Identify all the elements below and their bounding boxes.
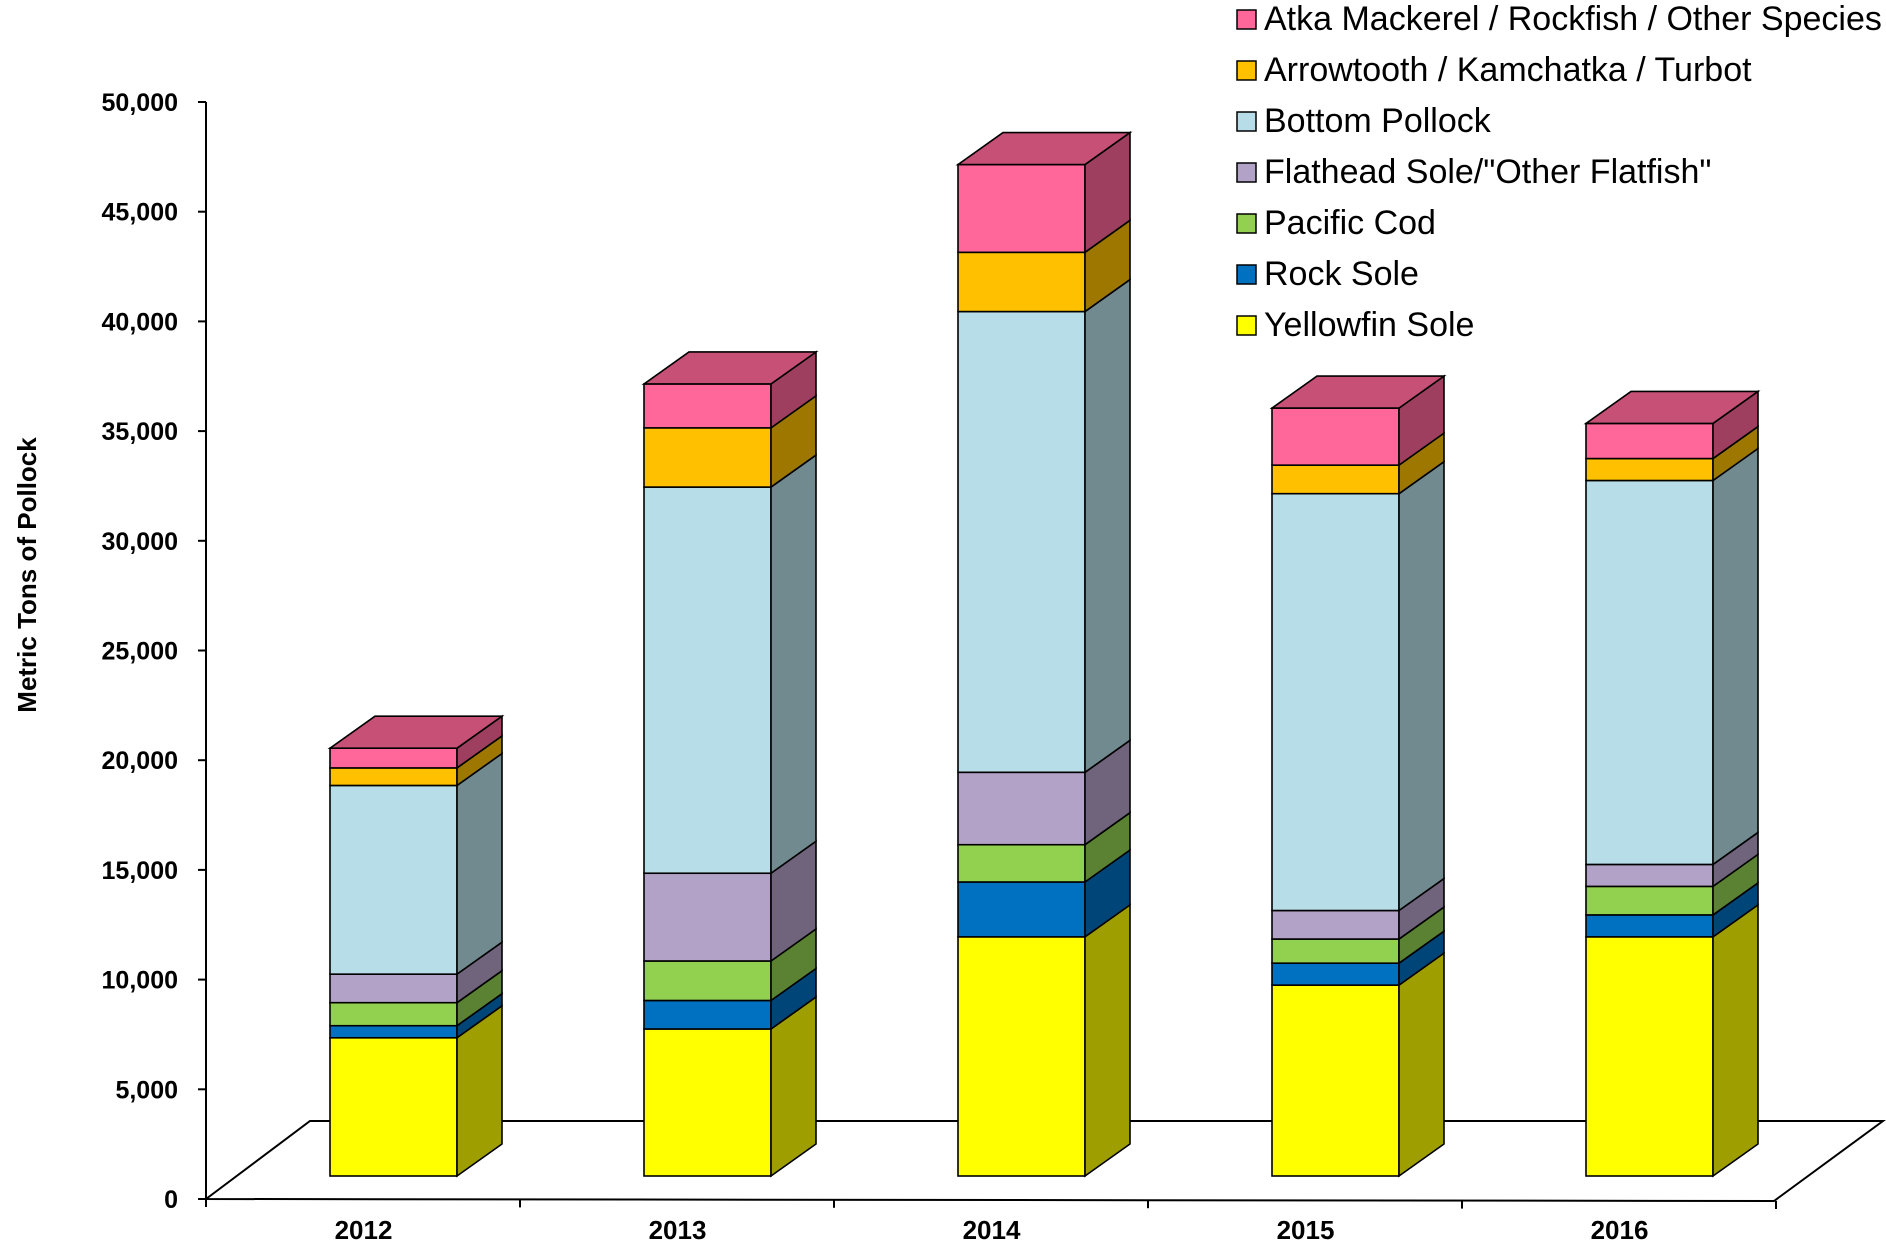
y-tick-label: 25,000 — [102, 638, 178, 666]
bar-segment-flathead-sole-other-flatfish-2016 — [1585, 863, 1714, 888]
y-tick-label: 15,000 — [102, 857, 178, 885]
bar-segment-arrowtooth-kamchatka-turbot-2015 — [1271, 464, 1400, 495]
bar-segment-yellowfin-sole-2013 — [643, 1028, 772, 1177]
bar-segment-pacific-cod-2014 — [957, 843, 1086, 883]
bar-segment-bottom-pollock-2013 — [643, 486, 772, 875]
bar-top-2012 — [327, 715, 505, 749]
y-tick-label: 50,000 — [102, 89, 178, 117]
bar-group-2012 — [327, 714, 505, 1178]
bar-top-2013 — [641, 351, 819, 385]
y-tick-label: 40,000 — [102, 308, 178, 336]
legend-swatch — [1236, 162, 1257, 183]
legend-item-pacific-cod: Pacific Cod — [1236, 204, 1436, 242]
bar-segment-rock-sole-2013 — [643, 999, 772, 1030]
bar-segment-yellowfin-sole-2012 — [329, 1036, 458, 1177]
bar-segment-yellowfin-sole-2016 — [1585, 936, 1714, 1177]
bar-segment-arrowtooth-kamchatka-turbot-2016 — [1585, 457, 1714, 482]
legend-item-atka-mackerel-rockfish-other-species: Atka Mackerel / Rockfish / Other Species — [1236, 0, 1882, 38]
x-tick-label: 2015 — [1277, 1215, 1335, 1245]
bar-segment-atka-mackerel-rockfish-other-species-2014 — [957, 163, 1086, 254]
legend-label: Yellowfin Sole — [1264, 306, 1474, 344]
bar-group-2014 — [955, 131, 1133, 1178]
bar-segment-yellowfin-sole-2015 — [1271, 984, 1400, 1177]
bar-segment-bottom-pollock-2013-side — [770, 453, 817, 875]
bar-segment-rock-sole-2015 — [1271, 962, 1400, 986]
bar-segment-bottom-pollock-2012-side — [456, 751, 503, 976]
bar-segment-arrowtooth-kamchatka-turbot-2014 — [957, 251, 1086, 313]
legend-item-rock-sole: Rock Sole — [1236, 255, 1419, 293]
bar-segment-atka-mackerel-rockfish-other-species-2015 — [1271, 407, 1400, 466]
bar-segment-pacific-cod-2013 — [643, 960, 772, 1002]
legend-label: Bottom Pollock — [1264, 102, 1492, 140]
y-tick-label: 35,000 — [102, 418, 178, 446]
legend-label: Pacific Cod — [1264, 204, 1436, 242]
bar-top-2014 — [955, 131, 1133, 166]
y-tick-label: 5,000 — [115, 1076, 178, 1104]
y-tick-label: 10,000 — [102, 967, 178, 995]
bar-segment-flathead-sole-other-flatfish-2015 — [1271, 909, 1400, 940]
x-tick-label: 2012 — [335, 1215, 393, 1245]
bar-segment-yellowfin-sole-2016-side — [1712, 903, 1759, 1178]
legend-swatch — [1236, 315, 1257, 336]
y-tick-label: 20,000 — [102, 747, 178, 775]
legend-label: Rock Sole — [1264, 255, 1419, 293]
bar-segment-flathead-sole-other-flatfish-2013 — [643, 872, 772, 962]
x-tick-label: 2013 — [649, 1215, 707, 1245]
legend-swatch — [1236, 60, 1257, 81]
legend-swatch — [1236, 111, 1257, 132]
bar-segment-bottom-pollock-2016-side — [1712, 446, 1759, 867]
legend: Atka Mackerel / Rockfish / Other Species… — [1236, 0, 1882, 344]
legend-item-flathead-sole-other-flatfish: Flathead Sole/"Other Flatfish" — [1236, 153, 1711, 191]
bar-segment-bottom-pollock-2015 — [1271, 492, 1400, 912]
y-axis-title: Metric Tons of Pollock — [12, 437, 42, 713]
bar-segment-arrowtooth-kamchatka-turbot-2013 — [643, 427, 772, 488]
y-tick-label: 0 — [164, 1186, 178, 1214]
bar-segment-pacific-cod-2016 — [1585, 885, 1714, 916]
bar-segment-flathead-sole-other-flatfish-2012 — [329, 973, 458, 1004]
bar-segment-bottom-pollock-2015-side — [1398, 460, 1445, 913]
x-tick-label: 2014 — [963, 1215, 1021, 1245]
bar-segment-yellowfin-sole-2014-side — [1084, 903, 1131, 1178]
x-axis-labels: 2012 2013 2014 2015 2016 — [335, 1215, 1649, 1245]
bars — [327, 131, 1761, 1178]
legend-label: Arrowtooth / Kamchatka / Turbot — [1264, 51, 1752, 89]
bar-segment-pacific-cod-2015 — [1271, 938, 1400, 964]
bar-segment-flathead-sole-other-flatfish-2014 — [957, 771, 1086, 846]
legend-item-bottom-pollock: Bottom Pollock — [1236, 102, 1492, 140]
bar-top-2015 — [1269, 375, 1447, 409]
legend-item-arrowtooth-kamchatka-turbot: Arrowtooth / Kamchatka / Turbot — [1236, 51, 1752, 89]
y-tick-label: 45,000 — [102, 199, 178, 227]
y-tick-label: 30,000 — [102, 528, 178, 556]
legend-label: Flathead Sole/"Other Flatfish" — [1264, 153, 1711, 191]
bar-segment-yellowfin-sole-2014 — [957, 936, 1086, 1177]
y-axis: 0 5,000 10,000 15,000 20,000 25,000 30,000 35,0… — [102, 89, 1777, 1214]
legend-label: Atka Mackerel / Rockfish / Other Species — [1264, 0, 1882, 38]
bar-top-2016 — [1583, 390, 1761, 425]
bar-segment-rock-sole-2014 — [957, 881, 1086, 938]
bar-segment-atka-mackerel-rockfish-other-species-2013 — [643, 383, 772, 429]
bar-segment-bottom-pollock-2014-side — [1084, 278, 1131, 774]
bar-segment-atka-mackerel-rockfish-other-species-2012 — [329, 747, 458, 769]
bar-segment-pacific-cod-2012 — [329, 1001, 458, 1027]
bar-segment-yellowfin-sole-2015-side — [1398, 951, 1445, 1178]
bar-segment-rock-sole-2016 — [1585, 914, 1714, 938]
bar-segment-bottom-pollock-2016 — [1585, 479, 1714, 866]
bar-group-2013 — [641, 350, 819, 1178]
legend-item-yellowfin-sole: Yellowfin Sole — [1236, 306, 1474, 344]
legend-swatch — [1236, 9, 1257, 30]
legend-swatch — [1236, 264, 1257, 285]
bar-segment-bottom-pollock-2014 — [957, 310, 1086, 774]
bar-segment-bottom-pollock-2012 — [329, 784, 458, 975]
legend-swatch — [1236, 213, 1257, 234]
bar-segment-atka-mackerel-rockfish-other-species-2016 — [1585, 422, 1714, 460]
bar-group-2016 — [1583, 389, 1761, 1178]
bar-segment-rock-sole-2012 — [329, 1024, 458, 1039]
bar-group-2015 — [1269, 374, 1447, 1178]
x-tick-label: 2016 — [1591, 1215, 1649, 1245]
bar-segment-arrowtooth-kamchatka-turbot-2012 — [329, 767, 458, 787]
